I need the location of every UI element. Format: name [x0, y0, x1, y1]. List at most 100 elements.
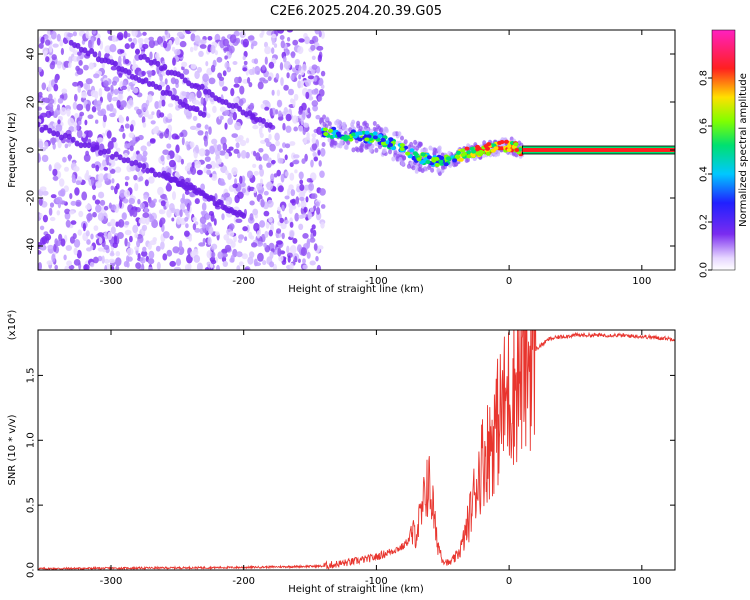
noise-speck [277, 206, 282, 212]
noise-speck [194, 144, 199, 154]
noise-speck [308, 96, 314, 101]
noise-speck [219, 106, 226, 113]
noise-stripe [135, 48, 273, 129]
signal-halo [418, 141, 423, 147]
noise-speck [159, 73, 163, 82]
noise-speck [76, 123, 80, 131]
noise-speck [231, 133, 238, 139]
noise-speck [286, 30, 293, 33]
noise-speck [142, 150, 148, 157]
noise-speck [179, 40, 187, 48]
noise-speck [64, 208, 71, 215]
noise-speck [216, 264, 220, 270]
noise-speck [257, 252, 264, 262]
noise-speck [115, 166, 122, 173]
noise-speck [240, 150, 247, 159]
noise-speck [85, 169, 89, 177]
noise-speck [47, 244, 54, 249]
noise-speck [229, 257, 235, 263]
noise-speck [238, 234, 245, 241]
noise-speck [136, 153, 143, 162]
noise-speck [169, 235, 174, 240]
signal-core [434, 163, 440, 167]
noise-speck [40, 36, 45, 44]
noise-speck [224, 152, 230, 160]
signal-halo [322, 114, 327, 120]
noise-stripe-cell [155, 60, 161, 67]
noise-speck [292, 115, 299, 124]
noise-speck [134, 232, 139, 239]
noise-speck [222, 38, 229, 47]
noise-speck [201, 202, 207, 211]
noise-speck [62, 156, 67, 163]
noise-stripe-cell [210, 195, 216, 202]
snr-x-label: Height of straight line (km) [288, 584, 424, 595]
noise-speck [294, 169, 298, 174]
noise-speck [221, 256, 227, 263]
noise-speck [146, 70, 153, 75]
noise-speck [194, 228, 201, 233]
noise-stripe-cell [74, 140, 80, 147]
noise-speck [166, 154, 171, 160]
noise-speck [47, 102, 54, 110]
noise-speck [287, 37, 291, 42]
noise-stripe-cell [89, 48, 95, 54]
signal-halo [403, 139, 408, 145]
colorbar-tick-label: 0.2 [699, 214, 710, 230]
noise-speck [188, 94, 193, 102]
noise-speck [44, 141, 49, 150]
noise-speck [181, 91, 187, 97]
noise-speck [211, 173, 218, 181]
noise-speck [271, 47, 275, 54]
noise-speck [277, 185, 284, 193]
noise-speck [60, 47, 64, 56]
noise-stripe-cell [157, 84, 163, 91]
noise-speck [276, 228, 282, 234]
noise-speck [198, 148, 206, 157]
noise-speck [196, 169, 203, 175]
noise-speck [82, 133, 86, 138]
noise-speck [75, 180, 82, 186]
noise-speck [230, 108, 236, 113]
signal-halo [346, 140, 351, 145]
signal-core [420, 152, 426, 157]
signal-core [388, 142, 394, 147]
noise-speck [86, 239, 91, 245]
noise-speck [206, 250, 213, 259]
noise-speck [52, 168, 58, 177]
noise-speck [178, 240, 183, 250]
signal-halo [342, 125, 347, 130]
noise-speck [208, 126, 212, 135]
noise-speck [310, 159, 314, 168]
noise-speck [208, 77, 216, 85]
noise-speck [159, 217, 166, 225]
noise-speck [232, 111, 237, 121]
noise-speck [50, 60, 56, 66]
noise-speck [266, 181, 273, 191]
noise-stripe-cell [59, 134, 64, 141]
noise-speck [301, 102, 307, 111]
noise-speck [271, 33, 277, 39]
noise-stripe-cell [156, 171, 162, 178]
noise-speck [297, 46, 304, 55]
noise-speck [54, 162, 61, 171]
noise-speck [302, 233, 309, 239]
noise-speck [281, 204, 285, 210]
signal-core [350, 129, 356, 134]
snr-panel: -300 -200 -100 0 100 0.0 0.5 1.0 1.5 Height of s… [7, 310, 676, 595]
noise-speck [298, 74, 302, 80]
noise-speck [259, 220, 266, 228]
noise-speck [264, 230, 269, 238]
noise-speck [242, 226, 248, 232]
noise-speck [317, 54, 322, 63]
noise-speck [106, 130, 112, 139]
noise-speck [183, 68, 190, 75]
noise-speck [63, 254, 67, 261]
noise-speck [314, 30, 320, 35]
noise-speck [123, 30, 128, 39]
noise-speck [127, 33, 131, 38]
noise-stripe-cell [62, 132, 68, 139]
noise-speck [113, 141, 118, 149]
noise-speck [294, 64, 300, 70]
